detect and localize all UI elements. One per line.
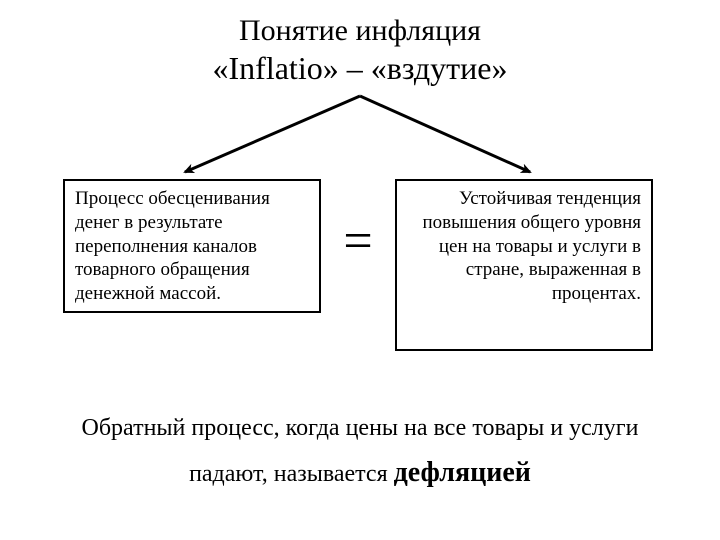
footer-emphasis: дефляцией	[394, 457, 531, 488]
title-line-1: Понятие инфляция	[0, 14, 720, 48]
arrow-right	[360, 96, 530, 172]
footer-prefix: Обратный процесс, когда цены на все това…	[82, 415, 639, 487]
branch-arrows	[150, 92, 570, 177]
equals-sign: =	[325, 212, 391, 271]
definition-box-right: Устойчивая тенденция повышения общего ур…	[395, 179, 653, 351]
slide: Понятие инфляция «Inflatio» – «вздутие» …	[0, 0, 720, 540]
footer-text: Обратный процесс, когда цены на все това…	[40, 408, 680, 496]
title-line-2: «Inflatio» – «вздутие»	[0, 50, 720, 87]
definition-box-left: Процесс обесценивания денег в результате…	[63, 179, 321, 313]
arrow-left	[185, 96, 360, 172]
